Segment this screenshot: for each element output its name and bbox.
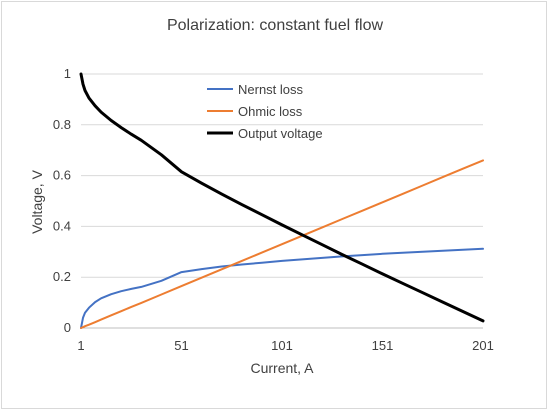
series-line-nernst-loss <box>80 247 484 329</box>
x-tick-label: 151 <box>372 338 394 353</box>
x-tick-label: 1 <box>77 338 84 353</box>
chart-title: Polarization: constant fuel flow <box>167 17 384 34</box>
legend: Nernst loss Ohmic loss Output voltage <box>207 82 323 141</box>
y-tick-label: 0.6 <box>53 168 71 183</box>
y-tick-label: 0.8 <box>53 117 71 132</box>
series-lines <box>79 72 485 329</box>
x-tick-label: 201 <box>472 338 494 353</box>
x-tick-label: 51 <box>174 338 188 353</box>
series-line-ohmic-loss <box>80 159 484 329</box>
y-tick-label: 1 <box>64 66 71 81</box>
y-tick-label: 0.4 <box>53 218 71 233</box>
y-axis-title: Voltage, V <box>29 169 45 233</box>
y-tick-label: 0.2 <box>53 269 71 284</box>
y-tick-label: 0 <box>64 320 71 335</box>
tick-labels: 00.20.40.60.811 51 101 151 201 <box>53 66 494 353</box>
x-tick-label: 101 <box>271 338 293 353</box>
x-axis-title: Current, A <box>250 360 314 376</box>
series-line-output-voltage <box>79 72 485 323</box>
legend-label: Output voltage <box>238 126 323 141</box>
legend-label: Ohmic loss <box>238 104 303 119</box>
legend-label: Nernst loss <box>238 82 304 97</box>
gridlines <box>81 73 483 278</box>
